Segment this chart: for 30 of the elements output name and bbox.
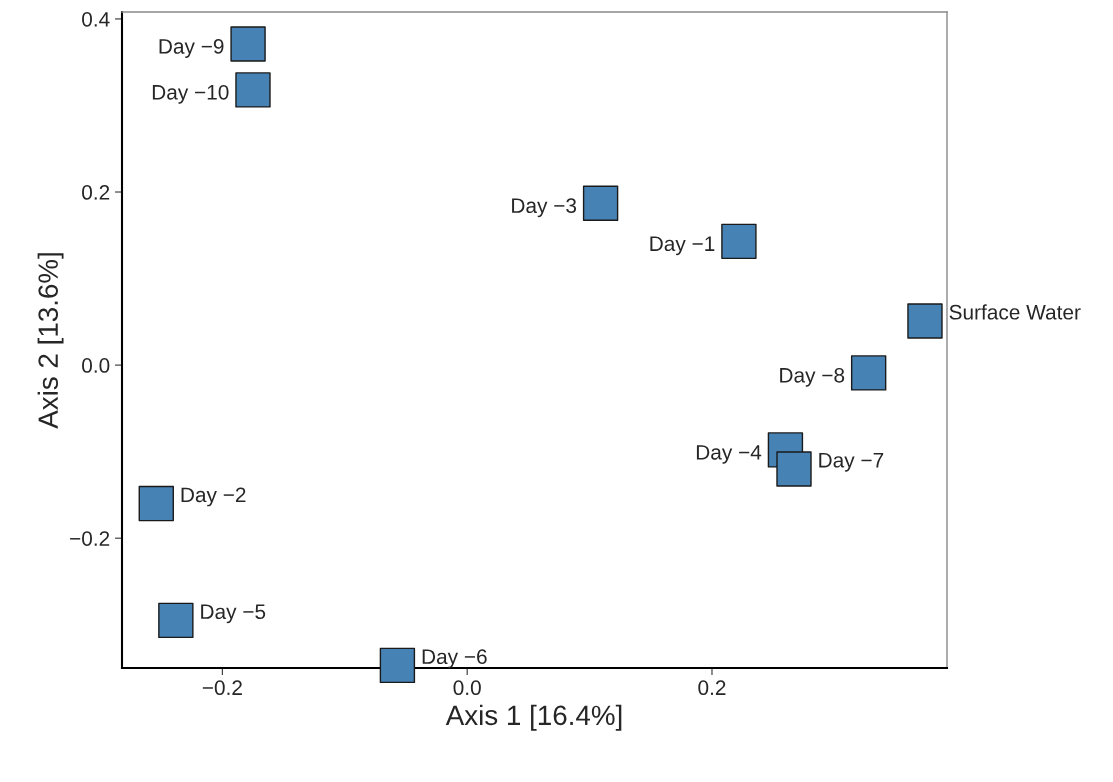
- y-axis-title: Axis 2 [13.6%]: [37, 253, 64, 429]
- annotation: Day −1: [650, 236, 715, 256]
- point: [235, 72, 271, 108]
- x-tick-label: −0.2: [202, 680, 242, 696]
- annotation: Day −8: [780, 367, 845, 387]
- annotation: Surface Water: [949, 304, 1081, 320]
- annotation: Day −7: [819, 453, 884, 472]
- point: [582, 185, 619, 221]
- point: [379, 647, 416, 684]
- point: [776, 451, 812, 487]
- y-tick-label: 0.4: [82, 11, 110, 27]
- annotation: Day −4: [696, 445, 762, 464]
- y-tick-label: 0.0: [82, 358, 110, 373]
- x-tick-label: 0.0: [453, 680, 481, 696]
- point: [907, 303, 943, 339]
- annotation: Day −5: [201, 604, 266, 624]
- x-axis-title: Axis 1 [16.4%]: [445, 704, 622, 731]
- point: [721, 223, 757, 260]
- annotation: Day −3: [512, 198, 577, 218]
- y-tick-label: 0.2: [82, 185, 110, 200]
- point: [138, 485, 174, 522]
- point: [230, 26, 266, 62]
- point: [158, 602, 194, 639]
- annotation: Day −10: [152, 84, 229, 104]
- point: [850, 355, 887, 391]
- annotation: Day −2: [181, 487, 246, 507]
- y-tick-label: −0.2: [70, 531, 110, 546]
- x-tick-label: 0.2: [698, 680, 726, 696]
- annotation: Day −6: [422, 649, 487, 669]
- annotation: Day −9: [159, 39, 224, 58]
